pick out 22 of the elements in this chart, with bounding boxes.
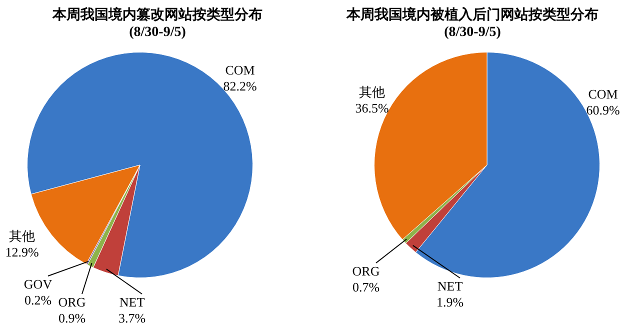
slice-label: COM <box>588 86 618 102</box>
chart-title: 本周我国境内被植入后门网站按类型分布 <box>345 6 600 24</box>
slice-label: ORG <box>352 263 380 278</box>
data-label: 82.2% <box>223 78 257 94</box>
slice-label: ORG <box>58 294 86 310</box>
slice-label: 其他 <box>9 228 35 244</box>
data-label: 0.2% <box>24 292 52 308</box>
slice-label: COM <box>225 62 256 78</box>
slice-label: 其他 <box>359 84 385 100</box>
chart-title: 本周我国境内篡改网站按类型分布 <box>51 6 264 24</box>
chart-subtitle: (8/30-9/5) <box>443 25 502 41</box>
slice-label: GOV <box>24 276 53 292</box>
data-label: 12.9% <box>5 244 39 260</box>
data-label: 60.9% <box>586 102 620 118</box>
data-label: 3.7% <box>118 310 146 326</box>
data-label: 1.9% <box>436 294 464 310</box>
slice-label: NET <box>437 278 463 294</box>
data-label: 0.7% <box>352 279 380 294</box>
chart-subtitle: (8/30-9/5) <box>128 25 187 41</box>
slice-label: NET <box>119 294 145 310</box>
data-label: 36.5% <box>355 100 389 116</box>
data-label: 0.9% <box>58 310 86 326</box>
